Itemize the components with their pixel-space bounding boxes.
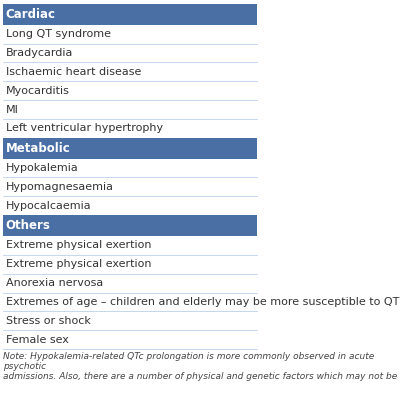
Text: Hypokalemia: Hypokalemia	[6, 163, 78, 173]
Text: Bradycardia: Bradycardia	[6, 48, 73, 58]
Bar	[2, 138, 257, 159]
Text: Others: Others	[6, 219, 50, 232]
Bar	[2, 215, 257, 236]
Text: Hypocalcaemia: Hypocalcaemia	[6, 201, 91, 211]
Text: Stress or shock: Stress or shock	[6, 316, 90, 326]
Text: Myocarditis: Myocarditis	[6, 86, 70, 96]
Text: Long QT syndrome: Long QT syndrome	[6, 29, 111, 39]
Text: MI: MI	[6, 104, 18, 114]
Text: Extreme physical exertion: Extreme physical exertion	[6, 259, 151, 269]
Text: Extreme physical exertion: Extreme physical exertion	[6, 240, 151, 250]
Text: Cardiac: Cardiac	[6, 8, 56, 21]
Text: Female sex: Female sex	[6, 335, 68, 345]
Text: Note: Hypokalemia-related QTc prolongation is more commonly observed in acute ps: Note: Hypokalemia-related QTc prolongati…	[2, 352, 397, 381]
Text: Extremes of age – children and elderly may be more susceptible to QT changes: Extremes of age – children and elderly m…	[6, 297, 400, 307]
Text: Hypomagnesaemia: Hypomagnesaemia	[6, 182, 114, 192]
Text: Metabolic: Metabolic	[6, 142, 70, 155]
Text: Anorexia nervosa: Anorexia nervosa	[6, 278, 103, 288]
Text: Left ventricular hypertrophy: Left ventricular hypertrophy	[6, 123, 163, 133]
Bar	[2, 4, 257, 25]
Text: Ischaemic heart disease: Ischaemic heart disease	[6, 67, 141, 77]
